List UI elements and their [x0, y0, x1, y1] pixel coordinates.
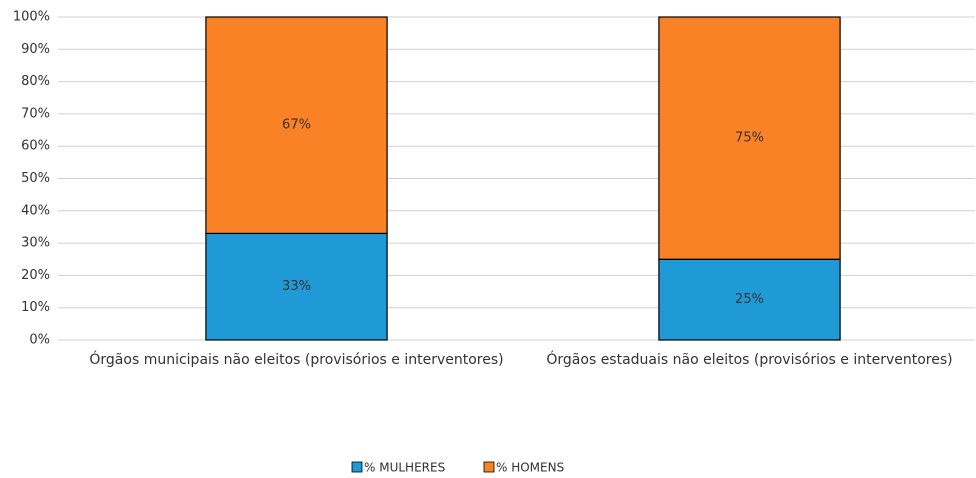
legend-label: % MULHERES — [364, 461, 445, 475]
x-tick-label: Órgãos estaduais não eleitos (provisório… — [546, 350, 952, 368]
data-label: 33% — [282, 279, 311, 294]
y-tick-label: 90% — [21, 42, 50, 57]
bar-segment — [658, 258, 841, 341]
y-tick-label: 40% — [21, 203, 50, 218]
data-label: 67% — [282, 118, 311, 133]
y-tick-label: 50% — [21, 171, 50, 186]
data-label: 25% — [735, 292, 764, 307]
y-tick-label: 30% — [21, 236, 50, 251]
y-tick-label: 100% — [13, 10, 50, 25]
bar-segment — [658, 16, 841, 260]
bar-segment — [205, 16, 388, 235]
x-tick-label: Órgãos municipais não eleitos (provisóri… — [89, 350, 503, 368]
bar-segment — [205, 232, 388, 341]
data-label: 75% — [735, 131, 764, 146]
y-tick-label: 80% — [21, 74, 50, 89]
legend-swatch — [351, 461, 363, 473]
y-tick-label: 60% — [21, 139, 50, 154]
y-tick-label: 70% — [21, 106, 50, 121]
y-tick-label: 20% — [21, 268, 50, 283]
y-tick-label: 0% — [29, 333, 50, 348]
legend-swatch — [483, 461, 495, 473]
y-tick-label: 10% — [21, 300, 50, 315]
legend-label: % HOMENS — [496, 461, 564, 475]
